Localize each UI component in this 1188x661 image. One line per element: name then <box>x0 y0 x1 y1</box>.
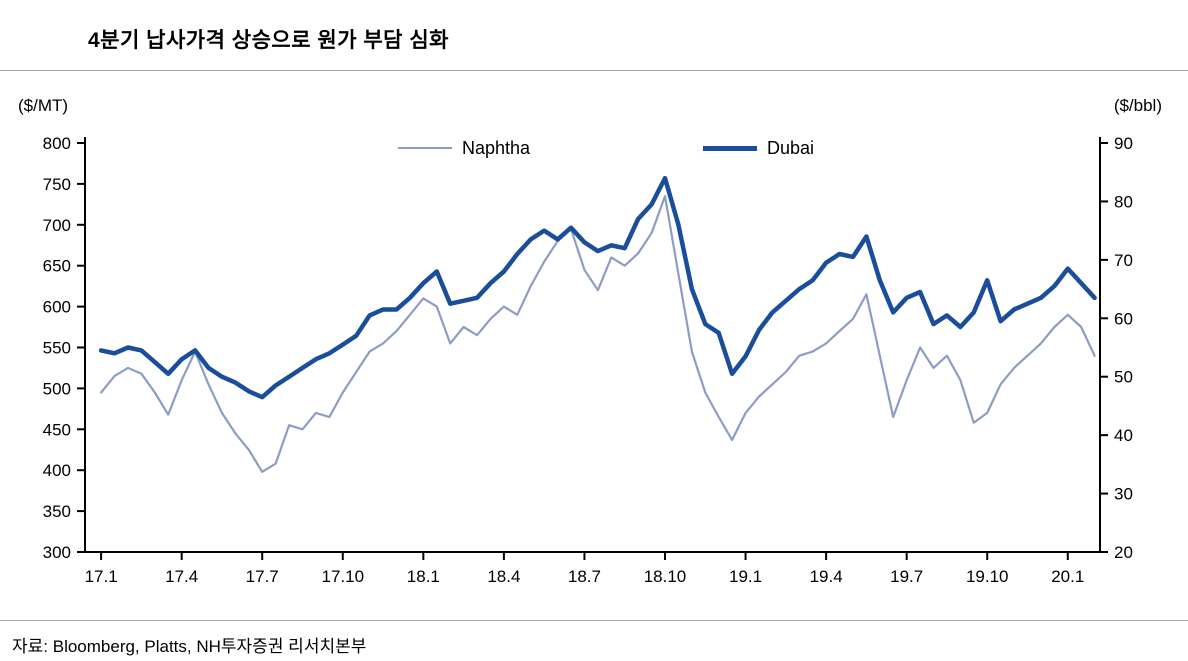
right-axis-unit-label: ($/bbl) <box>1113 96 1162 115</box>
x-axis-tick-label: 18.4 <box>487 567 520 586</box>
x-axis-tick-label: 17.7 <box>246 567 279 586</box>
legend-label: Naphtha <box>462 137 531 158</box>
x-axis-tick-label: 17.10 <box>322 567 365 586</box>
legend-item-dubai: Dubai <box>703 136 814 160</box>
chart-title: 4분기 납사가격 상승으로 원가 부담 심화 <box>88 29 449 52</box>
series-line-naphtha <box>99 195 1096 473</box>
source-note: 자료: Bloomberg, Platts, NH투자증권 리서치본부 <box>12 637 367 656</box>
left-axis-tick-label: 350 <box>43 502 71 521</box>
x-axis-tick-label: 18.10 <box>644 567 687 586</box>
right-axis-tick-label: 20 <box>1114 543 1133 562</box>
right-axis-tick-label: 90 <box>1114 134 1133 153</box>
x-axis-tick-label: 18.1 <box>407 567 440 586</box>
bottom-divider <box>0 620 1188 621</box>
x-axis-tick-label: 17.4 <box>165 567 198 586</box>
left-axis-tick-label: 400 <box>43 461 71 480</box>
x-axis-tick-label: 19.10 <box>966 567 1009 586</box>
legend-label: Dubai <box>767 137 815 158</box>
x-axis-tick-label: 19.1 <box>729 567 762 586</box>
x-axis-tick-label: 17.1 <box>85 567 118 586</box>
left-axis-tick-label: 500 <box>43 379 71 398</box>
legend-item-naphtha: Naphtha <box>398 136 530 160</box>
line-chart-canvas: 800 750 700 650 600 550 500 450 400 350 300 90 80 70 6… <box>43 134 1133 586</box>
x-axis-tick-label: 19.4 <box>810 567 843 586</box>
x-axis-tick-label: 20.1 <box>1051 567 1084 586</box>
right-axis-tick-label: 30 <box>1114 485 1133 504</box>
legend-line-swatch <box>703 145 757 151</box>
left-axis-tick-label: 600 <box>43 298 71 317</box>
right-axis-tick-label: 50 <box>1114 368 1133 387</box>
x-axis-tick-label: 19.7 <box>890 567 923 586</box>
left-axis-tick-label: 800 <box>43 134 71 153</box>
legend-line-swatch <box>398 147 452 149</box>
right-axis-tick-label: 70 <box>1114 251 1133 270</box>
x-axis-tick-label: 18.7 <box>568 567 601 586</box>
left-axis-tick-label: 750 <box>43 175 71 194</box>
right-axis-tick-label: 40 <box>1114 426 1133 445</box>
top-divider <box>0 70 1188 71</box>
left-axis-unit-label: ($/MT) <box>18 96 69 115</box>
right-axis-tick-label: 60 <box>1114 309 1133 328</box>
left-axis-tick-label: 700 <box>43 216 71 235</box>
left-axis-tick-label: 650 <box>43 257 71 276</box>
left-axis-tick-label: 450 <box>43 420 71 439</box>
left-axis-tick-label: 300 <box>43 543 71 562</box>
series-line-dubai <box>98 175 1097 400</box>
right-axis-tick-label: 80 <box>1114 192 1133 211</box>
left-axis-tick-label: 550 <box>43 339 71 358</box>
